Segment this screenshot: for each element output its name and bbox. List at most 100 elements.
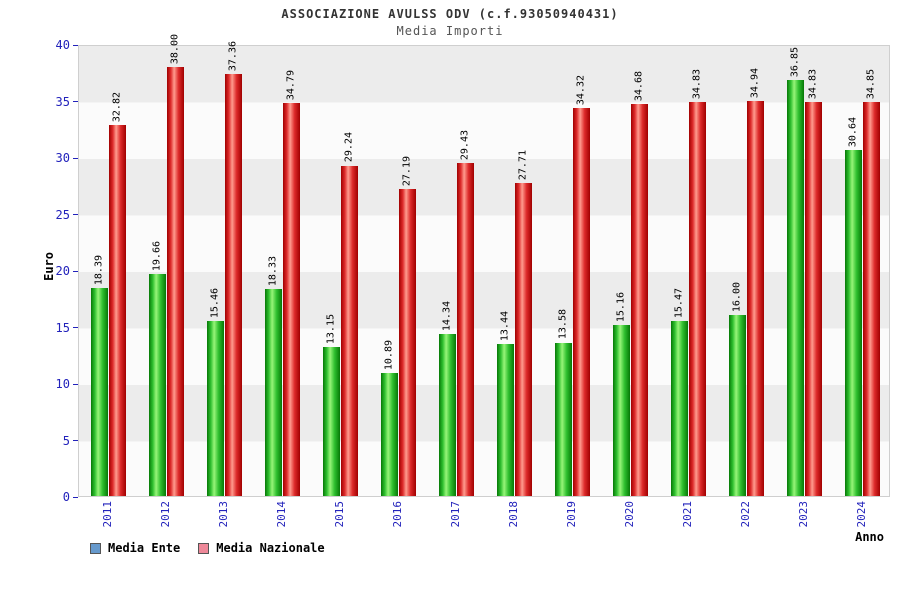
bar-media-nazionale: 34.85	[862, 69, 880, 496]
x-tick-label: 2015	[332, 501, 346, 528]
bar-media-ente: 30.64	[844, 117, 862, 496]
bar-value-label: 14.34	[441, 300, 453, 331]
bar-value-label: 38.00	[169, 33, 181, 64]
x-tick-label: 2017	[448, 501, 462, 528]
bar-value-label: 34.32	[575, 75, 587, 106]
bar-value-label: 27.19	[401, 155, 413, 186]
bar-media-nazionale: 34.83	[804, 69, 822, 496]
bar-value-label: 34.83	[691, 69, 703, 100]
bar-value-label: 29.24	[343, 132, 355, 163]
bar-value-label: 36.85	[789, 46, 801, 77]
bar-media-ente: 15.46	[206, 288, 224, 496]
y-tick-mark	[73, 270, 78, 272]
chart-subtitle: Media Importi	[396, 24, 504, 38]
x-tick: 2021	[658, 501, 716, 528]
y-tick-label: 15	[55, 320, 70, 335]
x-tick: 2013	[194, 501, 252, 528]
bar-media-nazionale: 32.82	[108, 92, 126, 496]
bar-media-nazionale: 29.43	[456, 130, 474, 496]
bar-media-ente: 13.15	[322, 314, 340, 496]
bar-group-2015: 13.15 29.24	[311, 46, 369, 496]
bar-media-ente: 19.66	[148, 241, 166, 496]
bar-media-ente: 10.89	[380, 340, 398, 496]
bar-value-label: 19.66	[151, 240, 163, 271]
y-tick-label: 20	[55, 264, 70, 278]
bar-media-nazionale: 29.24	[340, 132, 358, 496]
bar-group-2023: 36.85 34.83	[775, 46, 833, 496]
bar-value-label: 13.58	[557, 309, 569, 340]
y-tick-mark	[73, 327, 78, 328]
bar-media-ente: 18.39	[90, 255, 108, 496]
x-tick-label: 2018	[506, 501, 520, 528]
x-tick: 2015	[310, 501, 368, 528]
bar-value-label: 29.43	[459, 130, 471, 161]
bar-group-2020: 15.16 34.68	[601, 46, 659, 496]
bar-media-ente: 18.33	[264, 256, 282, 496]
bar-value-label: 15.47	[673, 288, 685, 319]
y-tick-label: 35	[55, 94, 70, 109]
bar-group-2024: 30.64 34.85	[833, 46, 891, 496]
bar-value-label: 15.16	[615, 291, 627, 322]
bar-value-label: 34.85	[865, 69, 877, 100]
chart-title: ASSOCIAZIONE AVULSS ODV (c.f.93050940431…	[281, 7, 619, 21]
bar-value-label: 34.83	[807, 69, 819, 100]
bar-media-nazionale: 27.19	[398, 156, 416, 496]
bar-media-nazionale: 34.94	[746, 68, 764, 496]
y-tick-label: 30	[55, 151, 70, 165]
x-tick: 2022	[716, 501, 774, 528]
x-tick-label: 2021	[680, 501, 694, 528]
x-tick-label: 2011	[100, 501, 114, 528]
bar-value-label: 34.79	[285, 69, 297, 100]
bar-value-label: 32.82	[111, 92, 123, 123]
bar-group-2017: 14.34 29.43	[427, 46, 485, 496]
bar-media-nazionale: 34.79	[282, 70, 300, 496]
legend-label-media-nazionale: Media Nazionale	[216, 541, 325, 555]
bar-media-nazionale: 38.00	[166, 34, 184, 496]
x-tick: 2023	[774, 501, 832, 528]
y-tick-mark	[73, 214, 78, 215]
x-tick-label: 2014	[274, 501, 288, 528]
x-tick: 2012	[136, 501, 194, 528]
x-tick: 2016	[368, 501, 426, 528]
x-tick: 2011	[78, 501, 136, 528]
legend-label-media-ente: Media Ente	[108, 541, 181, 555]
x-tick-label: 2024	[854, 501, 868, 528]
legend-item-media-nazionale: Media Nazionale	[198, 541, 325, 555]
y-tick-label: 40	[55, 38, 70, 52]
bar-media-nazionale: 34.32	[572, 75, 590, 496]
bar-value-label: 13.44	[499, 311, 511, 342]
y-tick-label: 5	[62, 433, 70, 448]
bar-group-2018: 13.44 27.71	[485, 46, 543, 496]
y-tick-mark	[73, 157, 78, 159]
bar-media-nazionale: 34.68	[630, 71, 648, 496]
bar-media-ente: 13.58	[554, 309, 572, 496]
y-tick-mark	[73, 383, 78, 385]
legend-swatch-media-ente	[90, 542, 101, 554]
x-tick-label: 2019	[564, 501, 578, 528]
x-tick-label: 2012	[158, 501, 172, 528]
bar-value-label: 13.15	[325, 314, 337, 345]
bar-group-2022: 16.00 34.94	[717, 46, 775, 496]
bar-value-label: 18.33	[267, 255, 279, 286]
y-tick-mark	[73, 440, 78, 441]
bar-media-ente: 15.47	[670, 288, 688, 496]
bar-group-2016: 10.89 27.19	[369, 46, 427, 496]
x-tick: 2017	[426, 501, 484, 528]
bar-media-ente: 36.85	[786, 47, 804, 496]
bar-value-label: 16.00	[731, 282, 743, 313]
y-tick-mark	[73, 44, 78, 46]
x-tick: 2014	[252, 501, 310, 528]
bar-group-2014: 18.33 34.79	[253, 46, 311, 496]
y-tick-mark	[73, 101, 78, 102]
bar-media-nazionale: 34.83	[688, 69, 706, 496]
bar-media-ente: 16.00	[728, 282, 746, 496]
bar-value-label: 37.36	[227, 40, 239, 71]
y-tick-label: 25	[55, 207, 70, 222]
bar-media-ente: 14.34	[438, 301, 456, 496]
bar-group-2021: 15.47 34.83	[659, 46, 717, 496]
bar-media-nazionale: 27.71	[514, 150, 532, 496]
bar-value-label: 34.68	[633, 71, 645, 102]
y-tick-label: 0	[62, 490, 70, 504]
x-tick-label: 2013	[216, 501, 230, 528]
bar-media-ente: 15.16	[612, 292, 630, 496]
